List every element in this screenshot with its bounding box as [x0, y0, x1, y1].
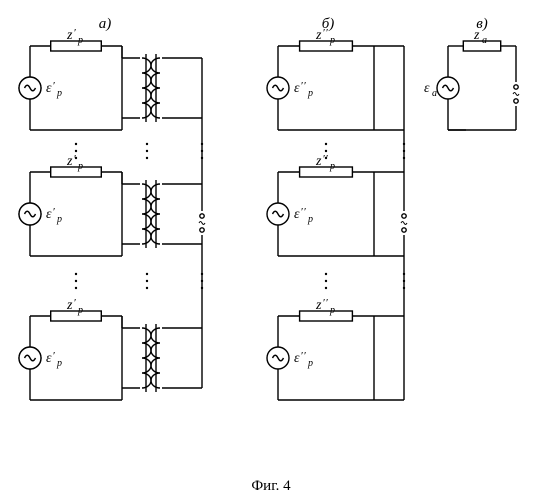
svg-text:z: z — [66, 154, 73, 169]
svg-text:′: ′ — [326, 297, 328, 309]
svg-text:а): а) — [99, 16, 112, 32]
svg-text:′: ′ — [304, 206, 306, 218]
svg-text:ε: ε — [424, 81, 430, 96]
svg-text:z: z — [315, 298, 322, 313]
svg-text:a: a — [432, 88, 437, 99]
svg-text:p: p — [56, 358, 62, 369]
svg-text:ε: ε — [294, 81, 300, 96]
svg-text:′: ′ — [53, 350, 55, 362]
svg-text:′: ′ — [304, 80, 306, 92]
figure-caption: Фиг. 4 — [251, 478, 291, 494]
svg-text:p: p — [77, 35, 83, 46]
svg-text:′: ′ — [304, 350, 306, 362]
svg-text:p: p — [329, 305, 335, 316]
svg-text:ε: ε — [46, 207, 52, 222]
svg-text:′: ′ — [53, 206, 55, 218]
svg-text:p: p — [307, 214, 313, 225]
svg-text:ε: ε — [294, 351, 300, 366]
svg-text:′: ′ — [53, 80, 55, 92]
svg-text:′: ′ — [74, 27, 76, 39]
svg-text:z: z — [66, 298, 73, 313]
svg-text:p: p — [56, 214, 62, 225]
svg-text:p: p — [329, 161, 335, 172]
svg-text:p: p — [77, 161, 83, 172]
svg-text:ε: ε — [294, 207, 300, 222]
svg-text:p: p — [56, 88, 62, 99]
svg-text:ε: ε — [46, 81, 52, 96]
svg-text:p: p — [77, 305, 83, 316]
panel-b: б)z′′pε′′pz′′pε′′pz′′pε′′p — [267, 16, 407, 400]
svg-text:z: z — [315, 154, 322, 169]
svg-text:z: z — [315, 28, 322, 43]
panel-a: а)z′pε′pz′pε′pz′pε′p — [19, 16, 205, 400]
svg-text:z: z — [473, 28, 480, 43]
svg-text:p: p — [307, 88, 313, 99]
svg-text:′: ′ — [74, 297, 76, 309]
svg-text:ε: ε — [46, 351, 52, 366]
svg-text:p: p — [307, 358, 313, 369]
svg-text:a: a — [482, 35, 487, 46]
svg-text:′: ′ — [326, 27, 328, 39]
panel-c: в)zaεa — [424, 16, 519, 130]
svg-text:p: p — [329, 35, 335, 46]
svg-text:z: z — [66, 28, 73, 43]
